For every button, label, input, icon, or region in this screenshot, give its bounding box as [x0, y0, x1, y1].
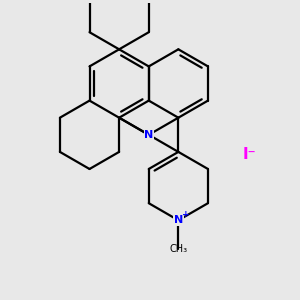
Text: CH₃: CH₃ [169, 244, 188, 254]
Text: I⁻: I⁻ [243, 147, 256, 162]
Text: N: N [174, 215, 183, 225]
Text: +: + [182, 210, 189, 219]
Text: N: N [144, 130, 153, 140]
